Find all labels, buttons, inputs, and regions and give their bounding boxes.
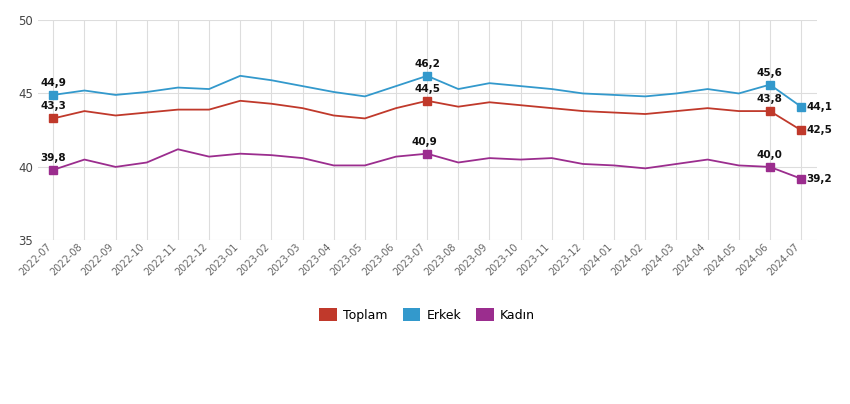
Text: 39,2: 39,2 xyxy=(807,174,832,184)
Text: 40,9: 40,9 xyxy=(411,137,437,147)
Text: 44,9: 44,9 xyxy=(40,78,66,88)
Text: 39,8: 39,8 xyxy=(41,153,66,163)
Text: 40,0: 40,0 xyxy=(757,150,783,160)
Text: 46,2: 46,2 xyxy=(414,59,440,69)
Text: 45,6: 45,6 xyxy=(757,68,783,78)
Text: 44,1: 44,1 xyxy=(807,102,833,112)
Text: 44,5: 44,5 xyxy=(414,84,440,94)
Text: 43,3: 43,3 xyxy=(40,101,66,112)
Text: 43,8: 43,8 xyxy=(757,94,783,104)
Legend: Toplam, Erkek, Kadın: Toplam, Erkek, Kadın xyxy=(314,303,540,327)
Text: 42,5: 42,5 xyxy=(807,125,832,135)
